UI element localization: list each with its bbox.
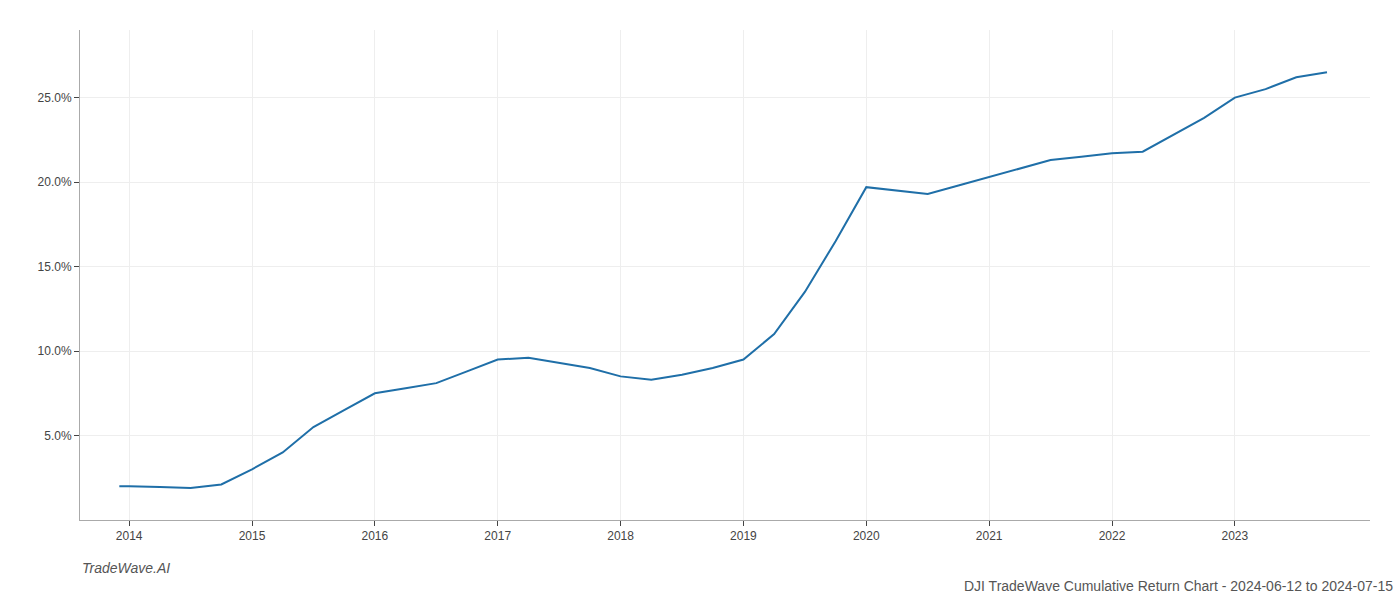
svg-text:10.0%: 10.0% (38, 344, 72, 358)
svg-text:25.0%: 25.0% (38, 91, 72, 105)
svg-text:20.0%: 20.0% (38, 175, 72, 189)
svg-text:2015: 2015 (239, 529, 266, 543)
svg-text:15.0%: 15.0% (38, 260, 72, 274)
svg-text:5.0%: 5.0% (44, 429, 72, 443)
svg-text:2016: 2016 (362, 529, 389, 543)
svg-text:2023: 2023 (1222, 529, 1249, 543)
svg-text:2022: 2022 (1099, 529, 1126, 543)
svg-text:2020: 2020 (853, 529, 880, 543)
svg-text:DJI TradeWave Cumulative Retur: DJI TradeWave Cumulative Return Chart - … (964, 578, 1393, 594)
svg-text:2019: 2019 (730, 529, 757, 543)
svg-text:2017: 2017 (484, 529, 511, 543)
svg-text:2021: 2021 (976, 529, 1003, 543)
svg-text:TradeWave.AI: TradeWave.AI (82, 560, 170, 576)
svg-text:2014: 2014 (116, 529, 143, 543)
svg-text:2018: 2018 (607, 529, 634, 543)
